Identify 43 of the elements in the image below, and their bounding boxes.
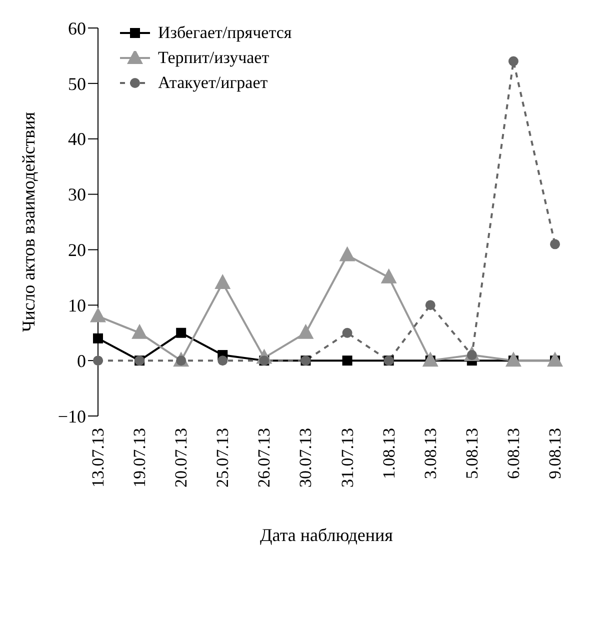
x-tick-label: 19.07.13 <box>130 428 150 488</box>
point <box>508 56 518 66</box>
x-tick-label: 9.08.13 <box>546 428 564 479</box>
x-tick-label: 30.07.13 <box>296 428 316 488</box>
legend-label: Избегает/прячется <box>158 22 292 42</box>
y-tick-label: 10 <box>68 296 86 316</box>
point <box>214 274 231 289</box>
point <box>380 268 397 284</box>
y-tick-label: 20 <box>68 240 86 260</box>
x-tick-label: 31.07.13 <box>338 428 357 488</box>
point <box>93 333 103 344</box>
point <box>425 300 436 310</box>
point <box>176 328 186 338</box>
x-tick-label: 13.07.13 <box>88 428 108 488</box>
x-tick-label: 20.07.13 <box>172 428 191 488</box>
y-tick-label: 40 <box>68 129 86 150</box>
y-tick-label: 50 <box>68 74 86 94</box>
x-tick-label: 5.08.13 <box>462 428 482 479</box>
x-tick-label: 25.07.13 <box>213 428 232 488</box>
point <box>342 356 352 366</box>
x-tick-label: 1.08.13 <box>379 428 398 479</box>
y-axis-title: Число актов взаимодействия <box>18 112 38 332</box>
x-tick-label: 6.08.13 <box>504 428 523 479</box>
point <box>505 352 522 367</box>
y-tick-label: 60 <box>68 18 86 38</box>
x-axis-title: Дата наблюдения <box>260 525 393 545</box>
point <box>93 356 103 366</box>
legend-label: Атакует/играет <box>158 72 268 92</box>
point <box>550 239 560 250</box>
y-tick-label: 0 <box>77 350 86 371</box>
point <box>298 324 314 339</box>
x-tick-label: 3.08.13 <box>420 428 440 479</box>
point <box>547 352 563 367</box>
y-tick-label: 30 <box>68 184 86 205</box>
point <box>339 246 356 262</box>
point <box>218 356 228 366</box>
point <box>422 352 438 367</box>
y-tick-label: −10 <box>58 406 86 426</box>
point <box>342 328 352 338</box>
x-tick-label: 26.07.13 <box>254 428 274 488</box>
point <box>90 307 106 322</box>
point <box>132 324 148 339</box>
legend-label: Терпит/изучает <box>158 48 270 68</box>
